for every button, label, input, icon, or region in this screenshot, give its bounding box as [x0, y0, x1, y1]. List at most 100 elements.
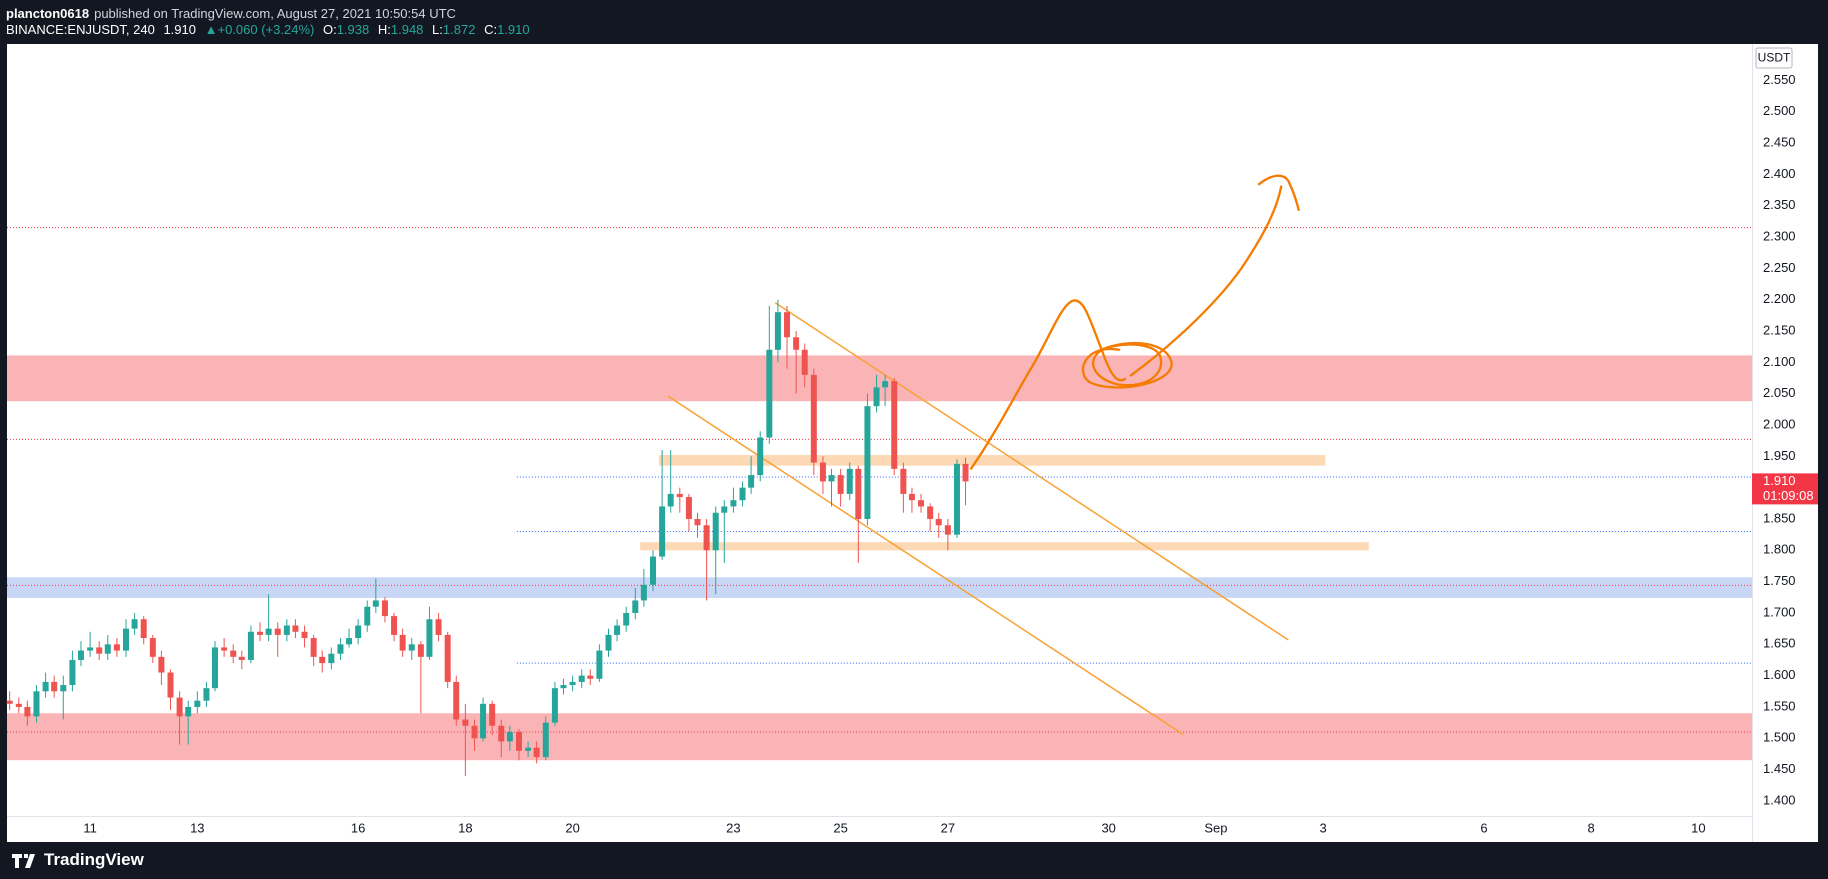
candle-body — [426, 619, 433, 657]
candle-body — [24, 706, 31, 717]
candle-body — [265, 628, 272, 635]
y-tick-label: 1.400 — [1763, 792, 1796, 807]
x-tick-label: 23 — [726, 820, 740, 835]
candle-body — [667, 493, 674, 507]
candle-body — [185, 706, 192, 717]
candle-body — [739, 487, 746, 501]
candle-body — [730, 500, 737, 507]
candle-body — [873, 387, 880, 407]
candle-body — [462, 719, 469, 726]
candle-body — [489, 703, 496, 726]
zone — [658, 455, 1326, 466]
candle-body — [444, 634, 451, 682]
y-tick-label: 2.350 — [1763, 197, 1796, 212]
candle-body — [676, 493, 683, 498]
candle-body — [158, 656, 165, 673]
candle-body — [6, 700, 13, 704]
candle-body — [614, 625, 621, 635]
candle-body — [15, 703, 22, 707]
freehand-drawing — [969, 174, 1300, 470]
y-tick-label: 2.300 — [1763, 228, 1796, 243]
ohlc-value: 1.910 — [497, 22, 530, 37]
candle-body — [498, 725, 505, 742]
brand: TradingView — [44, 850, 144, 869]
candle-body — [33, 691, 40, 717]
y-tick-label: 2.500 — [1763, 103, 1796, 118]
change: ▲+0.060 (+3.24%) — [204, 22, 315, 37]
y-tick-label: 1.850 — [1763, 510, 1796, 525]
candle-body — [810, 374, 817, 463]
candle-body — [953, 463, 960, 535]
footer: TradingView — [12, 850, 144, 870]
candle-body — [435, 619, 442, 635]
y-tick-label: 2.050 — [1763, 385, 1796, 400]
y-tick-label: 2.150 — [1763, 322, 1796, 337]
candle-body — [123, 628, 130, 651]
candle-body — [69, 659, 76, 686]
candle-body — [828, 475, 835, 482]
candle-body — [596, 650, 603, 679]
candle-body — [212, 647, 219, 689]
ohlc-label: C: — [484, 22, 498, 37]
candle-body — [927, 506, 934, 519]
ohlc-label: L: — [432, 22, 443, 37]
x-tick-label: 10 — [1691, 820, 1705, 835]
candle-body — [274, 628, 281, 635]
candle-body — [149, 638, 156, 657]
x-tick-label: 3 — [1320, 820, 1327, 835]
candle-body — [131, 619, 138, 629]
trend-line — [774, 302, 1289, 641]
y-tick-label: 1.750 — [1763, 573, 1796, 588]
candle-body — [659, 506, 666, 557]
candle-body — [855, 468, 862, 519]
candle-body — [515, 732, 522, 751]
candle-body — [721, 506, 728, 513]
x-tick-label: 11 — [83, 820, 97, 835]
y-tick-label: 2.450 — [1763, 134, 1796, 149]
x-tick-label: 8 — [1588, 820, 1595, 835]
candle-body — [203, 688, 210, 701]
y-tick-label: 2.100 — [1763, 354, 1796, 369]
candle-body — [560, 685, 567, 689]
author: plancton0618 — [6, 6, 90, 21]
candle-body — [685, 497, 692, 519]
candle-body — [819, 462, 826, 482]
y-tick-label: 1.550 — [1763, 698, 1796, 713]
y-tick-label: 2.550 — [1763, 72, 1796, 87]
candle-body — [533, 747, 540, 758]
countdown-label: 01:09:08 — [1763, 488, 1814, 503]
candle-body — [381, 600, 388, 617]
candle-body — [632, 600, 639, 613]
symbol: BINANCE:ENJUSDT, 240 — [6, 22, 155, 37]
candle-body — [230, 650, 237, 657]
candle-body — [176, 697, 183, 717]
y-tick-label: 1.700 — [1763, 604, 1796, 619]
zone — [640, 542, 1369, 551]
trend-line — [667, 395, 1184, 736]
candle-body — [453, 681, 460, 720]
candle-body — [712, 512, 719, 551]
currency-label: USDT — [1758, 51, 1791, 65]
x-tick-label: 16 — [351, 820, 365, 835]
candle-body — [891, 381, 898, 469]
y-tick-label: 2.200 — [1763, 291, 1796, 306]
chart-background — [7, 44, 1818, 842]
y-tick-label: 2.000 — [1763, 416, 1796, 431]
candle-body — [623, 612, 630, 626]
candle-body — [60, 685, 67, 692]
candle-body — [694, 518, 701, 526]
candle-body — [104, 644, 111, 654]
plot-area — [6, 227, 1752, 776]
candle-body — [793, 337, 800, 350]
freehand-arrow-head — [1257, 174, 1300, 212]
candle-body — [864, 406, 871, 519]
x-tick-label: Sep — [1204, 820, 1227, 835]
logo — [12, 854, 35, 868]
candle-body — [801, 349, 808, 375]
ohlc-value: 1.872 — [442, 22, 476, 37]
candle-body — [113, 644, 120, 651]
candle-body — [238, 656, 245, 660]
candle-body — [257, 631, 264, 635]
candle-body — [944, 525, 951, 535]
